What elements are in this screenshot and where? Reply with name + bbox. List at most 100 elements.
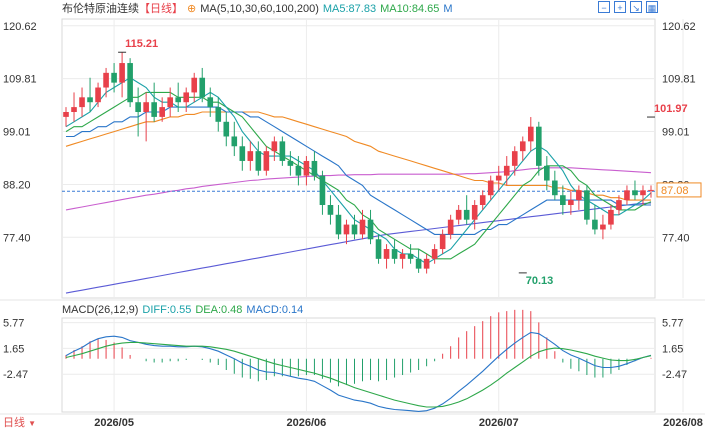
candle-body: [552, 180, 558, 196]
macd-header: MACD(26,12,9) DIFF:0.55 DEA:0.48 MACD:0.14: [62, 303, 307, 317]
candle-body: [127, 63, 133, 103]
candle-body: [191, 77, 198, 93]
line-toggle-icon[interactable]: ↘: [630, 1, 642, 13]
macd-tick-left: 1.65: [3, 343, 24, 355]
candle-body: [447, 219, 454, 235]
candle-body: [311, 160, 318, 176]
candle-body: [359, 219, 366, 235]
price-tick-right: 120.62: [662, 21, 696, 33]
candle-body: [79, 97, 85, 108]
candle-body: [111, 72, 117, 83]
ma100-line: [65, 167, 652, 211]
current-price-tag: [656, 182, 702, 198]
macd-dea-line: [65, 341, 652, 408]
candle-body: [383, 249, 390, 259]
price-tick-left: 88.20: [3, 179, 31, 191]
candle-body: [367, 219, 374, 240]
macd-diff-line: [65, 331, 652, 412]
candle-body: [223, 121, 230, 137]
candle-body: [463, 209, 470, 220]
candle-body: [207, 97, 214, 108]
caret-down-icon: ▼: [28, 419, 36, 428]
macd-tick-right: 5.77: [662, 318, 683, 330]
candle-body: [295, 165, 302, 176]
ma200-line: [65, 202, 652, 294]
candle-body: [271, 141, 278, 152]
candle-body: [399, 253, 406, 259]
candle-body: [632, 190, 638, 196]
price-tick-right: 99.01: [662, 127, 690, 139]
candle-body: [511, 151, 518, 166]
candle-body: [487, 180, 494, 196]
candle-body: [159, 107, 165, 117]
ma5-value: MA5:87.83: [322, 3, 377, 15]
candle-body: [503, 165, 510, 176]
candle-body: [391, 249, 398, 259]
extreme-label: 115.21: [125, 38, 158, 50]
candle-body: [343, 224, 350, 235]
candle-body: [167, 97, 173, 108]
grid-minus-icon[interactable]: −: [598, 1, 610, 13]
price-tick-left: 99.01: [3, 127, 31, 139]
candle-body: [535, 126, 542, 166]
candle-body: [199, 77, 206, 98]
candle-body: [584, 190, 590, 220]
candle-body: [455, 209, 462, 220]
candle-body: [479, 195, 486, 205]
grid-plus-icon[interactable]: +: [614, 1, 626, 13]
candle-body: [592, 219, 598, 230]
macd-value: MACD:0.14: [246, 304, 304, 316]
candle-body: [279, 141, 286, 161]
price-tick-right: 109.81: [662, 74, 696, 86]
candle-body: [183, 92, 190, 103]
grid-icon[interactable]: ▦: [646, 1, 658, 13]
candle-body: [351, 224, 358, 235]
candle-body: [560, 195, 566, 205]
ma10-value: MA10:84.65: [380, 3, 440, 15]
extreme-label: 70.13: [526, 275, 554, 287]
period-select[interactable]: 日线 ▼: [0, 415, 53, 431]
chart-header: 布伦特原油连续【日线】 ⊕ MA(5,10,30,60,100,200) MA5:87…: [62, 1, 457, 17]
macd-diff: DIFF:0.55: [142, 304, 192, 316]
candle-body: [135, 102, 141, 112]
extreme-label: 101.97: [654, 103, 688, 115]
ma5-line: [65, 77, 652, 265]
price-tick-left: 77.40: [3, 232, 31, 244]
macd-tick-right: 1.65: [662, 343, 683, 355]
candle-body: [151, 102, 157, 117]
candle-body: [335, 214, 342, 235]
period-label[interactable]: 【日线】: [139, 3, 183, 15]
clock-icon[interactable]: ⊕: [187, 3, 197, 15]
candle-body: [600, 224, 606, 230]
candle-body: [471, 205, 478, 220]
candle-body: [616, 200, 622, 210]
candle-body: [231, 136, 238, 147]
price-panel-frame: [61, 18, 656, 299]
ma-label: MA(5,10,30,60,100,200): [200, 3, 319, 15]
ma-more: M: [443, 3, 453, 15]
instrument-title: 布伦特原油连续: [62, 3, 139, 15]
candle-body: [303, 160, 310, 176]
candle-body: [431, 249, 438, 259]
macd-tick-right: -2.47: [662, 369, 687, 381]
price-tick-left: 120.62: [3, 21, 37, 33]
candle-body: [519, 141, 526, 152]
candle-body: [239, 146, 246, 161]
time-tick-label: 2026/07: [479, 417, 519, 429]
candle-body: [544, 165, 550, 181]
candle-body: [608, 209, 614, 225]
candle-body: [576, 190, 582, 201]
macd-tick-left: 5.77: [3, 318, 24, 330]
current-price-label: 87.08: [661, 185, 689, 197]
candle-body: [568, 200, 574, 205]
candle-body: [375, 239, 382, 259]
candle-body: [287, 160, 294, 166]
candle-body: [439, 234, 446, 250]
candle-body: [215, 107, 222, 122]
time-tick-label: 2026/08: [663, 417, 703, 429]
candle-body: [87, 97, 93, 103]
candle-body: [624, 190, 630, 201]
candle-body: [319, 175, 326, 205]
candle-body: [175, 97, 182, 103]
